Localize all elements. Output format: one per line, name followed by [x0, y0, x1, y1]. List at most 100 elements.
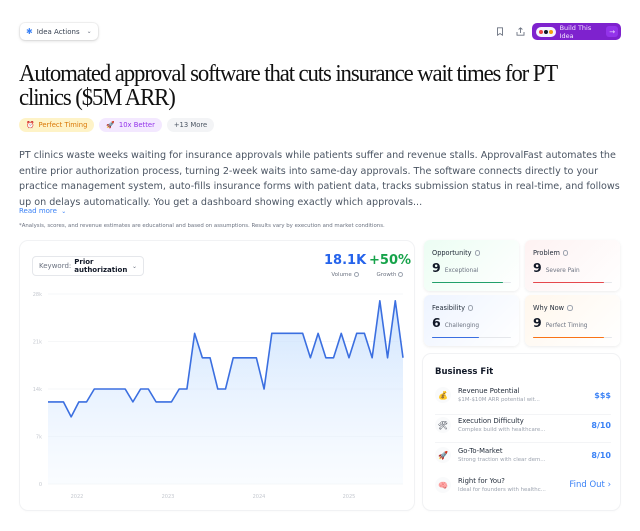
business-fit-go-to-market[interactable]: 🚀 Go-To-Market Strong traction with clear…: [435, 441, 611, 469]
row-sub: $1M-$10M ARR potential wit...: [458, 397, 540, 403]
score-card-problem[interactable]: Problem 9 Severe Pain: [525, 240, 620, 291]
read-more-link[interactable]: Read more ⌄: [19, 207, 66, 215]
score-value: 9: [533, 315, 542, 330]
y-axis-label: 7k: [36, 435, 42, 441]
build-button-label: Build This Idea: [559, 23, 592, 40]
business-fit-revenue-potential[interactable]: 💰 Revenue Potential $1M-$10M ARR potentia…: [435, 381, 611, 409]
idea-actions-dropdown[interactable]: ✱ Idea Actions ⌄: [20, 23, 98, 40]
row-label: Go-To-Market: [458, 447, 503, 455]
business-fit-right-for-you[interactable]: 🧠 Right for You? Ideal for founders with …: [435, 471, 611, 499]
idea-actions-label: Idea Actions: [36, 27, 80, 36]
arrow-right-icon: →: [606, 26, 618, 37]
score-card-opportunity[interactable]: Opportunity 9 Exceptional: [424, 240, 519, 291]
keyword-prefix: Keyword:: [39, 262, 72, 270]
volume-label: Volume: [331, 272, 352, 278]
growth-metric: +50% Growth: [369, 253, 411, 278]
build-this-idea-button[interactable]: Build This Idea →: [532, 23, 621, 40]
score-descriptor: Perfect Timing: [545, 323, 588, 329]
keyword-trend-card: Keyword: Prior authorization ⌄ 18.1K Vol…: [20, 241, 414, 510]
score-descriptor: Exceptional: [444, 268, 479, 274]
y-axis-label: 14k: [33, 387, 42, 393]
score-progress-bar: [533, 336, 612, 338]
growth-value: +50%: [369, 253, 412, 268]
row-sub: Ideal for founders with healthc...: [458, 487, 546, 493]
keyword-select[interactable]: Keyword: Prior authorization ⌄: [32, 256, 144, 276]
row-sub: Complex build with healthcare...: [458, 427, 546, 433]
growth-label: Growth: [376, 272, 397, 278]
alarm-clock-icon: ⏰: [26, 121, 35, 129]
read-more-label: Read more: [19, 207, 57, 215]
bookmark-button[interactable]: [494, 25, 506, 37]
row-value: 8/10: [591, 420, 611, 430]
score-progress-bar: [432, 281, 511, 283]
x-axis-label: 2023: [162, 494, 175, 500]
chevron-down-icon: ⌄: [86, 28, 92, 35]
chevron-down-icon: ⌄: [131, 262, 137, 270]
tag-label: Perfect Timing: [38, 121, 88, 129]
trend-chart[interactable]: 0 7k 14k 21k 28k 2022 2023 2024 2025: [20, 241, 414, 510]
business-fit-execution-difficulty[interactable]: 🛠 Execution Difficulty Complex build with…: [435, 411, 611, 439]
tag-label: 10x Better: [118, 121, 155, 129]
chart-area: [48, 300, 403, 484]
row-value: 8/10: [591, 450, 611, 460]
score-card-why-now[interactable]: Why Now 9 Perfect Timing: [525, 295, 620, 346]
info-icon[interactable]: [398, 272, 404, 277]
score-progress-bar: [432, 336, 511, 338]
row-label: Revenue Potential: [458, 387, 520, 395]
divider: [435, 414, 611, 415]
y-axis-label: 28k: [33, 292, 42, 298]
tag-10x-better[interactable]: 🚀 10x Better: [99, 118, 162, 132]
money-bag-icon: 💰: [435, 387, 451, 403]
score-label: Problem: [533, 249, 560, 257]
disclaimer: *Analysis, scores, and revenue estimates…: [19, 223, 385, 229]
tag-perfect-timing[interactable]: ⏰ Perfect Timing: [19, 118, 95, 132]
page-title: Automated approval software that cuts in…: [19, 60, 558, 111]
keyword-value: Prior authorization: [74, 258, 128, 274]
score-card-feasibility[interactable]: Feasibility 6 Challenging: [424, 295, 519, 346]
row-label: Execution Difficulty: [458, 417, 524, 425]
find-out-link[interactable]: Find Out ›: [569, 480, 611, 490]
divider: [435, 442, 611, 443]
sparkle-icon: ✱: [26, 27, 33, 36]
info-icon[interactable]: [567, 305, 573, 311]
tag-label: +13 More: [173, 121, 208, 129]
brain-icon: 🧠: [435, 477, 451, 493]
score-descriptor: Challenging: [444, 323, 480, 329]
row-value: $$$: [594, 390, 611, 400]
score-descriptor: Severe Pain: [545, 268, 580, 274]
y-axis-label: 21k: [33, 340, 42, 346]
row-label: Right for You?: [458, 477, 505, 485]
bookmark-icon: [497, 26, 503, 36]
tag-more[interactable]: +13 More: [166, 118, 215, 132]
x-axis-label: 2022: [71, 494, 84, 500]
chevron-down-icon: ⌄: [61, 208, 67, 215]
info-icon[interactable]: [474, 250, 481, 256]
rocket-icon: 🚀: [106, 121, 115, 129]
business-fit-card: Business Fit 💰 Revenue Potential $1M-$10M…: [423, 354, 620, 510]
row-sub: Strong traction with clear dem...: [458, 457, 546, 463]
tools-icon: 🛠: [435, 417, 451, 433]
x-axis-label: 2025: [343, 494, 356, 500]
x-axis-label: 2024: [253, 494, 266, 500]
tag-list: ⏰ Perfect Timing 🚀 10x Better +13 More: [19, 118, 215, 132]
share-icon: [516, 26, 524, 36]
builder-logos-icon: [536, 26, 556, 37]
info-icon[interactable]: [353, 272, 359, 277]
info-icon[interactable]: [467, 305, 474, 311]
top-bar: ✱ Idea Actions ⌄ Build This Idea →: [0, 0, 640, 50]
business-fit-title: Business Fit: [435, 367, 494, 377]
score-value: 9: [533, 260, 542, 275]
score-value: 9: [432, 260, 441, 275]
volume-metric: 18.1K Volume: [324, 253, 366, 278]
chart-line: [48, 299, 404, 418]
score-label: Feasibility: [432, 304, 465, 312]
volume-value: 18.1K: [324, 253, 367, 268]
rocket-icon: 🚀: [435, 447, 451, 463]
score-label: Opportunity: [432, 249, 472, 257]
score-progress-bar: [533, 281, 612, 283]
idea-description: PT clinics waste weeks waiting for insur…: [19, 150, 620, 208]
score-label: Why Now: [533, 304, 565, 312]
y-axis-label: 0: [39, 482, 42, 488]
share-button[interactable]: [514, 25, 526, 37]
info-icon[interactable]: [562, 250, 569, 256]
